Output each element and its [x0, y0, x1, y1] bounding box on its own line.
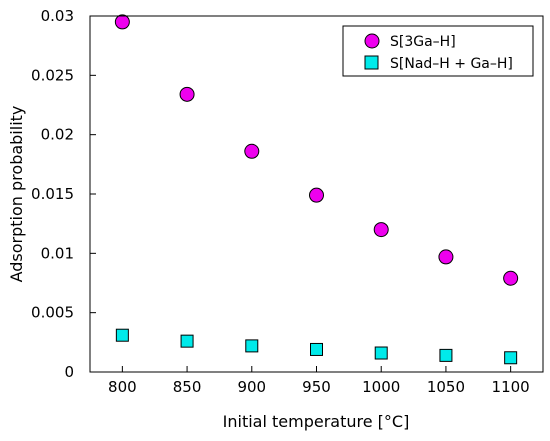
y-tick-label: 0.015	[31, 185, 74, 203]
x-tick-label: 800	[108, 378, 137, 396]
legend: S[3Ga–H] S[Nad–H + Ga–H]	[342, 25, 534, 77]
legend-label-series-2: S[Nad–H + Ga–H]	[390, 56, 513, 72]
y-tick-label: 0.025	[31, 66, 74, 84]
x-tick-group: 800 850 900 950 1000 1050 1100	[108, 366, 530, 396]
y-tick-label: 0.01	[41, 244, 74, 262]
series-1-point	[373, 222, 389, 238]
x-tick-label: 1050	[427, 378, 465, 396]
series-2-point	[374, 346, 388, 360]
series-1-point	[179, 86, 195, 102]
series-1-point	[503, 270, 519, 286]
series-1-point	[114, 14, 130, 30]
y-axis-label: Adsorption probability	[7, 106, 26, 283]
x-axis-label: Initial temperature [°C]	[223, 412, 410, 431]
series-2-point	[439, 348, 453, 362]
series-2-point	[245, 339, 259, 353]
y-tick-label: 0.02	[41, 126, 74, 144]
legend-marker-square	[364, 55, 379, 70]
series-2-point	[504, 351, 518, 365]
x-tick-label: 900	[237, 378, 266, 396]
series-1-point	[309, 187, 324, 203]
y-tick-label: 0.03	[41, 7, 74, 25]
y-tick-label: 0	[64, 363, 74, 381]
x-tick-label: 850	[173, 378, 202, 396]
data-marks	[114, 14, 519, 365]
legend-label-series-1: S[3Ga–H]	[390, 34, 456, 50]
series-2-point	[115, 328, 129, 342]
x-tick-label: 1000	[362, 378, 400, 396]
series-1-point	[244, 143, 260, 159]
series-1-point	[438, 249, 454, 265]
series-2-point	[310, 342, 323, 356]
y-tick-group: 0 0.005 0.01 0.015 0.02 0.025 0.03	[31, 7, 96, 381]
series-2-point	[180, 334, 194, 348]
x-tick-label: 1100	[492, 378, 530, 396]
x-tick-label: 950	[302, 378, 331, 396]
y-tick-label: 0.005	[31, 304, 74, 322]
legend-marker-circle	[364, 33, 380, 49]
plot-area-frame	[89, 15, 544, 373]
